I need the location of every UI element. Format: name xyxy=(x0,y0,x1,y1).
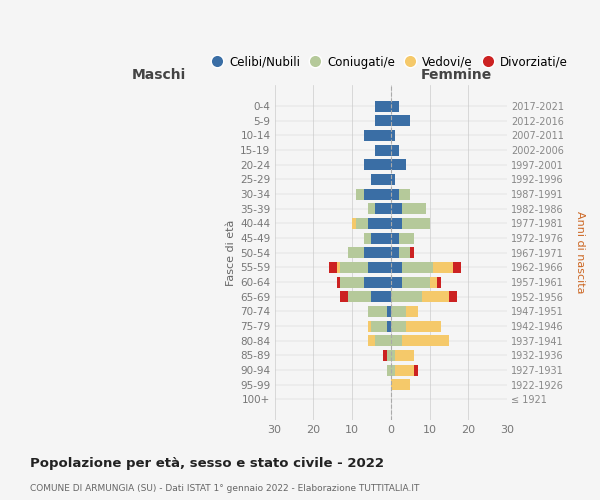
Bar xyxy=(364,247,391,258)
Bar xyxy=(391,306,406,317)
Bar xyxy=(403,335,449,346)
Bar xyxy=(391,203,403,214)
Bar xyxy=(403,218,430,229)
Bar xyxy=(414,364,418,376)
Bar xyxy=(368,306,387,317)
Bar xyxy=(348,291,371,302)
Bar xyxy=(403,276,430,287)
Bar xyxy=(340,262,368,273)
Bar xyxy=(371,291,391,302)
Bar xyxy=(391,291,422,302)
Bar xyxy=(348,247,364,258)
Bar xyxy=(433,262,453,273)
Legend: Celibi/Nubili, Coniugati/e, Vedovi/e, Divorziati/e: Celibi/Nubili, Coniugati/e, Vedovi/e, Di… xyxy=(209,51,572,74)
Bar xyxy=(368,218,391,229)
Bar xyxy=(391,232,398,243)
Y-axis label: Fasce di età: Fasce di età xyxy=(226,220,236,286)
Bar xyxy=(437,276,441,287)
Bar xyxy=(391,335,403,346)
Bar xyxy=(391,364,395,376)
Bar xyxy=(371,174,391,185)
Bar xyxy=(387,350,391,361)
Bar xyxy=(391,320,406,332)
Bar xyxy=(383,350,387,361)
Bar xyxy=(371,320,387,332)
Bar xyxy=(391,159,406,170)
Bar xyxy=(391,276,403,287)
Bar xyxy=(391,247,398,258)
Bar xyxy=(356,188,364,200)
Bar xyxy=(391,218,403,229)
Bar xyxy=(368,320,371,332)
Bar xyxy=(329,262,337,273)
Bar xyxy=(391,262,403,273)
Bar xyxy=(387,364,391,376)
Bar xyxy=(364,276,391,287)
Bar xyxy=(364,159,391,170)
Bar xyxy=(403,262,433,273)
Bar xyxy=(391,379,410,390)
Bar xyxy=(364,188,391,200)
Text: COMUNE DI ARMUNGIA (SU) - Dati ISTAT 1° gennaio 2022 - Elaborazione TUTTITALIA.I: COMUNE DI ARMUNGIA (SU) - Dati ISTAT 1° … xyxy=(30,484,419,493)
Y-axis label: Anni di nascita: Anni di nascita xyxy=(575,212,585,294)
Bar xyxy=(391,174,395,185)
Bar xyxy=(422,291,449,302)
Text: Popolazione per età, sesso e stato civile - 2022: Popolazione per età, sesso e stato civil… xyxy=(30,458,384,470)
Bar xyxy=(371,232,391,243)
Bar xyxy=(364,130,391,141)
Bar xyxy=(337,262,340,273)
Bar xyxy=(387,320,391,332)
Bar xyxy=(453,262,461,273)
Bar xyxy=(368,203,376,214)
Bar xyxy=(368,335,376,346)
Bar xyxy=(376,335,391,346)
Bar xyxy=(337,276,340,287)
Bar xyxy=(398,247,410,258)
Bar xyxy=(395,364,414,376)
Bar xyxy=(398,188,410,200)
Bar xyxy=(340,291,348,302)
Bar xyxy=(376,203,391,214)
Bar xyxy=(391,188,398,200)
Bar xyxy=(368,262,391,273)
Bar xyxy=(395,350,414,361)
Bar xyxy=(406,320,441,332)
Bar xyxy=(391,144,398,156)
Bar xyxy=(406,306,418,317)
Bar xyxy=(352,218,356,229)
Bar xyxy=(430,276,437,287)
Bar xyxy=(376,100,391,112)
Bar xyxy=(403,203,425,214)
Bar xyxy=(376,144,391,156)
Bar xyxy=(387,306,391,317)
Bar xyxy=(391,100,398,112)
Bar xyxy=(391,350,395,361)
Bar xyxy=(391,115,410,126)
Bar xyxy=(398,232,414,243)
Bar xyxy=(410,247,414,258)
Text: Femmine: Femmine xyxy=(420,68,491,82)
Bar xyxy=(364,232,371,243)
Bar xyxy=(449,291,457,302)
Bar xyxy=(356,218,368,229)
Bar xyxy=(340,276,364,287)
Text: Maschi: Maschi xyxy=(131,68,185,82)
Bar xyxy=(391,130,395,141)
Bar xyxy=(376,115,391,126)
